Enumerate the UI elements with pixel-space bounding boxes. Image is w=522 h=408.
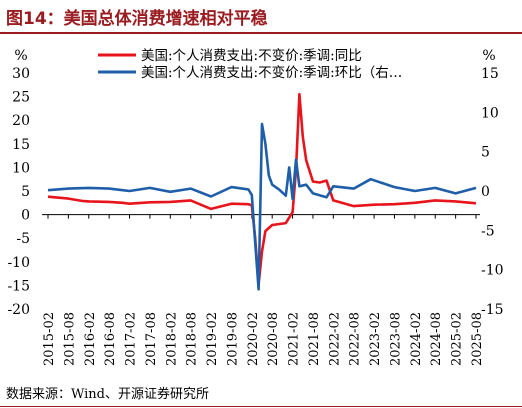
series-layer xyxy=(47,92,477,291)
legend-label-mom: 美国:个人消费支出:不变价:季调:环比（右… xyxy=(141,65,402,81)
left-tick-label: 15 xyxy=(12,137,30,153)
x-tick-label: 2023-08 xyxy=(388,312,403,366)
x-tick-label: 2016-08 xyxy=(103,312,118,366)
x-tick-label: 2015-08 xyxy=(62,312,77,366)
left-tick-label: -5 xyxy=(16,231,30,247)
x-tick-label: 2024-02 xyxy=(409,312,424,366)
x-tick-label: 2021-02 xyxy=(287,312,302,366)
x-tick-label: 2019-02 xyxy=(205,312,220,366)
right-axis-unit: % xyxy=(482,48,495,64)
left-tick-label: 10 xyxy=(12,160,30,176)
x-tick-label: 2018-02 xyxy=(164,312,179,366)
x-tick-label: 2022-02 xyxy=(327,312,342,366)
right-tick-label: 0 xyxy=(481,184,490,200)
x-tick-label: 2025-02 xyxy=(450,312,465,366)
legend: 美国:个人消费支出:不变价:季调:同比美国:个人消费支出:不变价:季调:环比（右… xyxy=(98,48,402,81)
left-tick-label: 0 xyxy=(21,208,30,224)
series-line-mom xyxy=(47,122,477,291)
left-tick-label: 20 xyxy=(12,113,30,129)
x-axis: 2015-02 2015-08 2016-02 2016-08 2017-02 2017-… xyxy=(42,214,485,366)
source-note: 数据来源：Wind、开源证券研究所 xyxy=(6,387,209,402)
right-y-axis: % 15 10 5 0 -5 -10 -15 xyxy=(481,48,504,318)
x-tick-label: 2016-02 xyxy=(83,312,98,366)
left-tick-label: -15 xyxy=(7,278,30,294)
x-tick-label: 2025-08 xyxy=(470,312,485,366)
x-tick-label: 2023-02 xyxy=(368,312,383,366)
bottom-rule xyxy=(0,406,522,407)
x-tick-label: 2019-08 xyxy=(225,312,240,366)
right-tick-label: 10 xyxy=(481,105,499,121)
right-tick-label: -5 xyxy=(481,223,495,239)
left-y-axis: % 30 25 20 15 10 5 0 -5 -10 -15 -20 xyxy=(7,48,30,318)
right-tick-label: 5 xyxy=(481,145,490,161)
x-tick-label: 2022-08 xyxy=(348,312,363,366)
left-tick-label: 5 xyxy=(21,184,30,200)
consumption-chart: % 30 25 20 15 10 5 0 -5 -10 -15 -20 % 15 10 5 0 -5 -10 -15… xyxy=(7,48,504,366)
x-tick-label: 2015-02 xyxy=(42,312,57,366)
right-tick-label: 15 xyxy=(481,66,499,82)
x-tick-label: 2018-08 xyxy=(185,312,200,366)
right-tick-label: -10 xyxy=(481,263,504,279)
figure-header: 图14：美国总体消费增速相对平稳 xyxy=(0,0,522,34)
series-line-yoy xyxy=(47,92,477,286)
left-tick-label: 25 xyxy=(12,90,30,106)
left-tick-label: -20 xyxy=(7,302,30,318)
left-tick-label: -10 xyxy=(7,255,30,271)
title-rule xyxy=(0,32,522,34)
legend-label-yoy: 美国:个人消费支出:不变价:季调:同比 xyxy=(141,48,362,64)
left-tick-label: 30 xyxy=(12,66,30,82)
x-tick-label: 2024-08 xyxy=(429,312,444,366)
figure-title: 图14：美国总体消费增速相对平稳 xyxy=(6,9,268,29)
right-tick-label: -15 xyxy=(481,302,504,318)
x-tick-label: 2020-02 xyxy=(246,312,261,366)
x-tick-label: 2020-08 xyxy=(266,312,281,366)
x-tick-label: 2017-02 xyxy=(124,312,139,366)
x-tick-label: 2017-08 xyxy=(144,312,159,366)
left-axis-unit: % xyxy=(14,48,27,64)
x-tick-label: 2021-08 xyxy=(307,312,322,366)
